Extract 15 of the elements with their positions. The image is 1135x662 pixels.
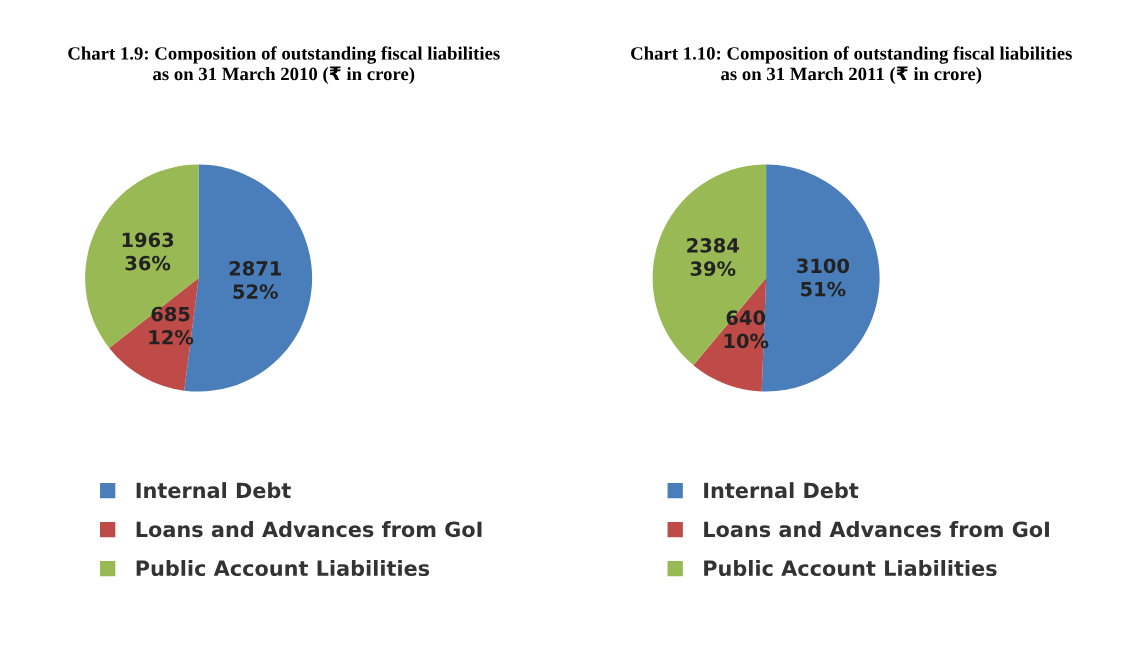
- legend-label: Loans and Advances from GoI: [704, 521, 1049, 538]
- data-label: 3100 51%: [797, 258, 849, 297]
- pie-slice: [652, 164, 767, 366]
- data-label: 2384 39%: [687, 238, 739, 276]
- legend-label: Public Account Liabilities: [704, 559, 997, 577]
- chart-title: Chart 1.9: Composition of outstanding fiscal liabilities as on 31 March 2010 (₹ in crore): [68, 46, 500, 85]
- legend-label: Internal Debt: [704, 482, 859, 499]
- data-label: 2871 52%: [229, 260, 281, 299]
- data-label: 1963 36%: [122, 232, 174, 271]
- legend-label: Internal Debt: [136, 482, 291, 499]
- pie-slice: [109, 278, 199, 391]
- chart-title: Chart 1.10: Composition of outstanding fiscal liabilities as on 31 March 2011 (₹ in crore): [631, 46, 1072, 85]
- legend-label: Loans and Advances from GoI: [136, 521, 482, 538]
- legend-label: Public Account Liabilities: [136, 559, 430, 577]
- pie-slice: [85, 164, 199, 348]
